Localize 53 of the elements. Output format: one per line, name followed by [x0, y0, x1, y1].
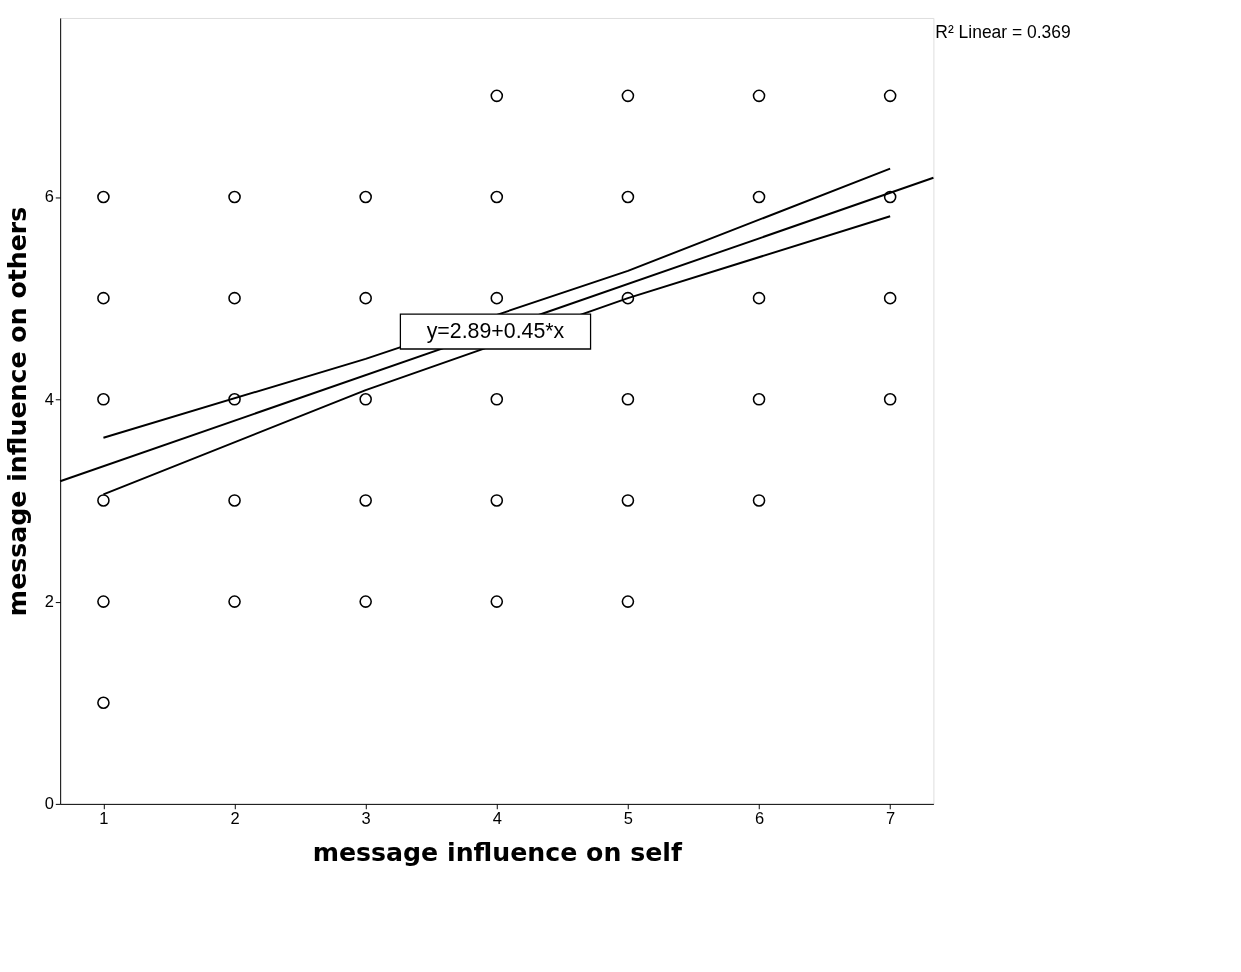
x-tick-label: 7	[886, 808, 896, 827]
point	[490, 595, 504, 608]
point	[359, 393, 372, 406]
point	[97, 595, 110, 608]
point	[621, 393, 635, 406]
x-tick-label: 5	[623, 808, 633, 827]
point	[752, 494, 766, 507]
point	[359, 595, 372, 608]
point	[621, 494, 635, 507]
line-series	[102, 167, 892, 439]
y-tick-label: 2	[44, 591, 54, 610]
x-tick-label: 1	[99, 808, 109, 827]
point	[621, 190, 635, 204]
point	[752, 291, 766, 305]
point	[359, 494, 372, 507]
point	[752, 89, 766, 103]
point	[621, 291, 635, 305]
point	[883, 89, 897, 103]
y-tick-label: 4	[44, 389, 54, 408]
point	[228, 291, 241, 305]
point	[97, 393, 110, 406]
point	[97, 494, 110, 507]
x-axis-title: message influence on self	[312, 837, 683, 867]
point	[752, 190, 766, 204]
x-tick-label: 4	[492, 808, 502, 827]
point	[490, 291, 504, 305]
point	[490, 190, 504, 204]
point	[752, 393, 766, 406]
point	[490, 393, 504, 406]
point	[883, 190, 897, 204]
point	[883, 393, 897, 406]
y-tick-label: 0	[44, 794, 54, 813]
text: R² Linear = 0.369	[935, 22, 1071, 43]
y-axis-title: message influence on others	[3, 206, 33, 617]
y-tick-label: 6	[44, 187, 54, 206]
point	[621, 89, 635, 103]
point	[883, 291, 897, 305]
point	[228, 393, 241, 406]
point	[97, 291, 110, 305]
annotation: y=2.89+0.45*x	[426, 319, 565, 344]
point	[359, 190, 372, 204]
point	[490, 89, 504, 103]
x-tick-label: 3	[361, 808, 371, 827]
point	[228, 190, 241, 204]
point	[621, 595, 635, 608]
x-tick-label: 2	[230, 808, 240, 827]
point	[228, 595, 241, 608]
point	[490, 494, 504, 507]
point	[97, 190, 110, 204]
point	[359, 291, 372, 305]
point	[228, 494, 241, 507]
point	[97, 696, 110, 710]
x-tick-label: 6	[754, 808, 765, 827]
